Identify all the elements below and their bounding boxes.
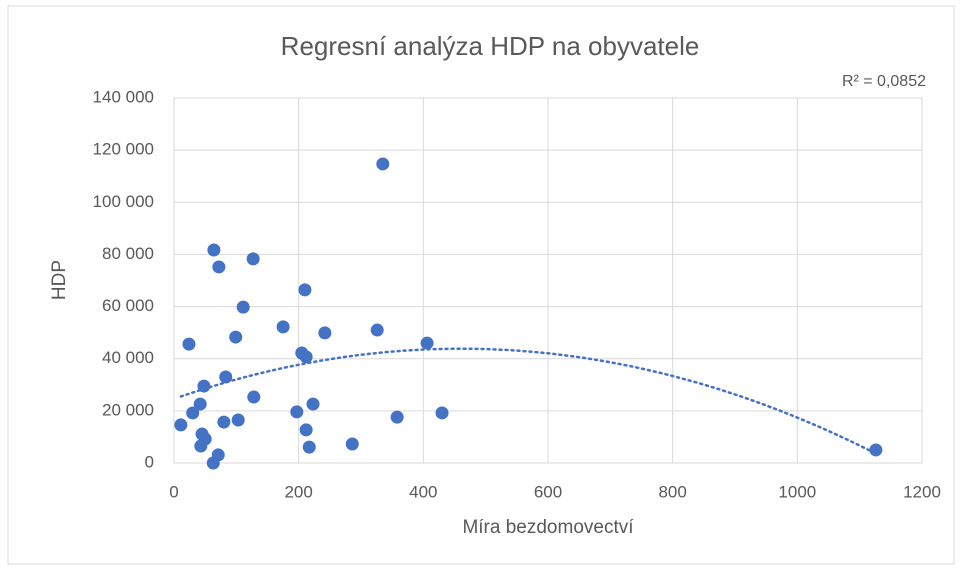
- point: [318, 326, 332, 340]
- r2-annotation: R² = 0,0852: [842, 73, 926, 90]
- point: [193, 397, 207, 411]
- trendline: [179, 347, 878, 455]
- point: [302, 440, 316, 454]
- point: [420, 336, 434, 350]
- point: [186, 406, 200, 420]
- point: [299, 423, 313, 437]
- y-tick-label: 140 000: [93, 87, 154, 106]
- point: [182, 337, 196, 351]
- point: [219, 370, 233, 384]
- point: [229, 330, 243, 344]
- point: [236, 300, 250, 314]
- x-axis-title: Míra bezdomovectví: [462, 517, 634, 538]
- point: [306, 397, 320, 411]
- point: [869, 443, 883, 457]
- x-tick-label: 600: [534, 482, 562, 501]
- y-tick-label: 40 000: [102, 348, 154, 367]
- point: [174, 418, 188, 432]
- x-tick-label: 200: [284, 482, 312, 501]
- point: [345, 437, 359, 451]
- x-tick-label: 800: [658, 482, 686, 501]
- point: [435, 406, 449, 420]
- point: [246, 252, 260, 266]
- y-tick-label: 60 000: [102, 296, 154, 315]
- point: [231, 413, 245, 427]
- point: [217, 415, 231, 429]
- point: [290, 405, 304, 419]
- x-tick-label: 1200: [903, 482, 941, 501]
- point: [390, 410, 404, 424]
- point: [376, 157, 390, 171]
- y-tick-label: 20 000: [102, 400, 154, 419]
- x-tick-label: 400: [409, 482, 437, 501]
- point: [298, 283, 312, 297]
- y-tick-label: 120 000: [93, 140, 154, 159]
- point: [212, 260, 226, 274]
- point: [299, 350, 313, 364]
- point: [207, 243, 221, 257]
- y-tick-label: 80 000: [102, 244, 154, 263]
- chart-title: Regresní analýza HDP na obyvatele: [281, 31, 700, 61]
- x-tick-label: 0: [169, 482, 178, 501]
- chart-border: [7, 5, 955, 565]
- y-tick-label: 100 000: [93, 192, 154, 211]
- x-tick-label: 1000: [778, 482, 816, 501]
- y-axis-title: HDP: [49, 260, 70, 300]
- point: [247, 390, 261, 404]
- y-tick-label: 0: [145, 452, 154, 471]
- point: [197, 379, 211, 393]
- point: [198, 432, 212, 446]
- point: [370, 323, 384, 337]
- point: [211, 448, 225, 462]
- point: [276, 320, 290, 334]
